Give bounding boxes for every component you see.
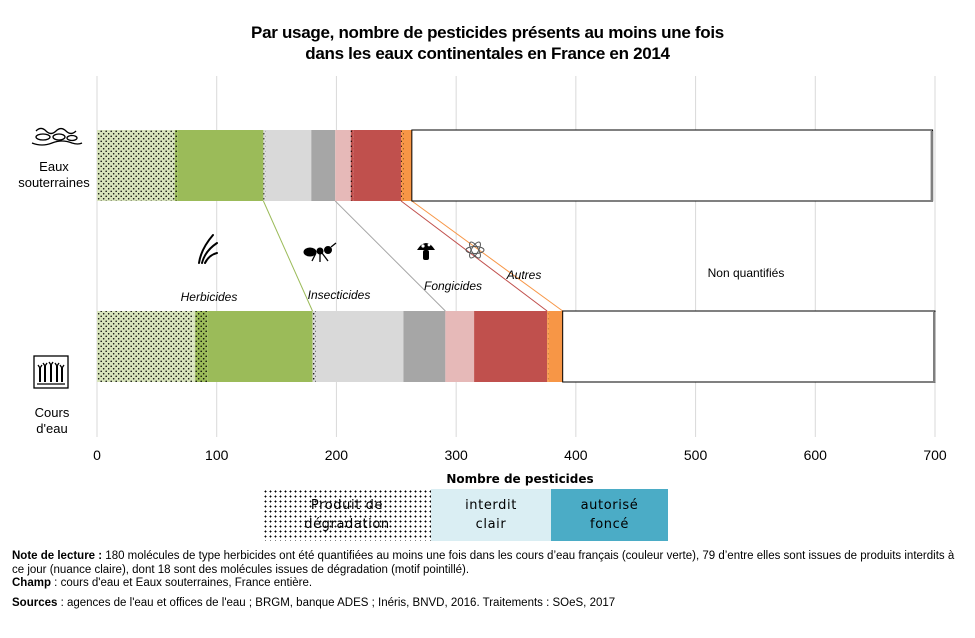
note-champ-text: : cours d'eau et Eaux souterraines, Fran… [50, 577, 313, 590]
mushroom-icon [417, 243, 435, 260]
groundwater-icon [31, 127, 83, 146]
legend-title: Nombre de pesticides [446, 472, 594, 486]
bars [97, 129, 936, 383]
legend-label: clair [475, 517, 507, 532]
atom-icon [465, 241, 485, 259]
legend-item-autorise: autorisé foncé [551, 489, 668, 541]
bar-segment-pattern [547, 311, 549, 382]
usage-label: Insecticides [308, 288, 371, 302]
note-sources-text: : agences de l'eau et offices de l'eau ;… [57, 596, 616, 609]
bar-segment [403, 311, 446, 382]
bar-segment-pattern [97, 311, 193, 382]
bar-segment [353, 130, 402, 201]
bar-segment-pattern [401, 130, 404, 201]
category-label-eaux-souterraines: Eaux souterraines [8, 159, 100, 191]
note-lecture: Note de lecture : 180 molécules de type … [12, 550, 967, 577]
grass-icon [198, 234, 218, 264]
usage-labels: Herbicides Insecticides Fongicides Autres No… [181, 266, 785, 304]
x-tick-label: 600 [804, 447, 828, 463]
note-lecture-text: 180 molécules de type herbicides ont été… [12, 550, 955, 576]
note-champ: Champ : cours d'eau et Eaux souterraines… [12, 577, 967, 591]
note-sources-label: Sources [12, 596, 58, 609]
notes: Note de lecture : 180 molécules de type … [12, 550, 967, 610]
legend-label: dégradation [304, 517, 390, 532]
usage-label: Non quantifiés [708, 266, 785, 280]
bar-segment-pattern [350, 130, 354, 201]
category-label-cours-deau: Cours d'eau [12, 405, 92, 437]
usage-label: Autres [506, 268, 542, 282]
legend-item-interdit: interdit clair [431, 489, 551, 541]
category-label-line: d'eau [36, 421, 68, 436]
chart-plot: 0 100 200 300 400 500 600 700 Herbicides Insecti… [31, 76, 947, 463]
bar-end-shadow [930, 131, 934, 201]
bar-segment [192, 311, 196, 382]
bar-segment [316, 311, 404, 382]
bar-segment-pattern [174, 130, 178, 201]
ant-icon [303, 242, 337, 262]
bar-segment [311, 130, 336, 201]
legend-label: autorisé [580, 498, 639, 513]
legend-label: Produit de [310, 498, 384, 513]
x-tick-label: 500 [684, 447, 708, 463]
legend-item-degradation: Produit de dégradation [263, 489, 431, 541]
x-tick-label: 200 [325, 447, 349, 463]
bar-segment-pattern [97, 130, 175, 201]
bar-segment [207, 311, 313, 382]
note-champ-label: Champ [12, 577, 51, 590]
legend-label: foncé [590, 517, 629, 532]
x-tick-label: 100 [205, 447, 229, 463]
bar-segment [411, 129, 934, 202]
bar-segment [445, 311, 475, 382]
x-tick-labels: 0 100 200 300 400 500 600 700 [93, 447, 947, 463]
bar-segment [474, 311, 548, 382]
bar-segment [562, 310, 936, 383]
x-tick-label: 700 [923, 447, 947, 463]
bar-segment [265, 130, 312, 201]
chart-title-line1: Par usage, nombre de pesticides présents… [251, 23, 724, 42]
legend-label: interdit [465, 498, 517, 513]
x-tick-label: 300 [444, 447, 468, 463]
usage-label: Herbicides [181, 290, 238, 304]
chart-title: Par usage, nombre de pesticides présents… [0, 22, 975, 64]
usage-label: Fongicides [424, 279, 482, 293]
bar-end-shadow [933, 312, 936, 382]
bar-segment [403, 130, 412, 201]
chart-title-line2: dans les eaux continentales en France en… [305, 44, 670, 63]
connector-line [411, 200, 563, 312]
note-lecture-label: Note de lecture : [12, 550, 103, 562]
x-tick-label: 400 [564, 447, 588, 463]
bar-segment-pattern [195, 311, 208, 382]
river-icon [33, 355, 69, 389]
x-tick-label: 0 [93, 447, 101, 463]
note-sources: Sources : agences de l'eau et offices de… [12, 597, 967, 611]
category-label-line: souterraines [18, 175, 90, 190]
connector-line [262, 200, 313, 312]
connector-line [334, 200, 446, 312]
category-label-line: Cours [34, 405, 70, 420]
bar-segment-pattern [312, 311, 317, 382]
bar-segment [548, 311, 563, 382]
category-label-line: Eaux [39, 159, 69, 174]
bar-segment [177, 130, 264, 201]
bar-segment-pattern [263, 130, 266, 201]
bar-segment [335, 130, 351, 201]
